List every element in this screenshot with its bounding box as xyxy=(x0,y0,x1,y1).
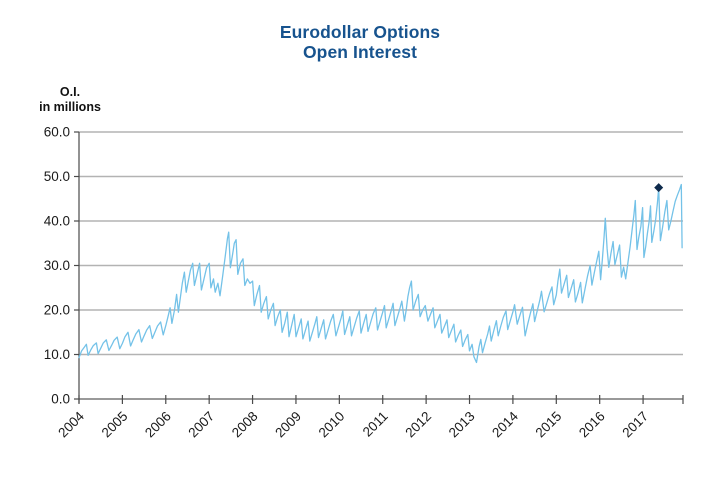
chart-title-line2: Open Interest xyxy=(302,42,418,62)
x-tick-label: 2013 xyxy=(446,409,478,441)
y-axis-unit-line2: in millions xyxy=(39,100,101,114)
x-tick-label: 2006 xyxy=(142,409,174,441)
chart-title-line1: Eurodollar Options xyxy=(279,22,441,42)
chart-title: Eurodollar Options Open Interest xyxy=(0,22,720,62)
x-tick-label: 2008 xyxy=(229,409,261,441)
y-tick-label: 10.0 xyxy=(44,347,70,362)
x-tick-label: 2009 xyxy=(272,409,304,441)
x-tick-label: 2010 xyxy=(316,409,348,441)
x-tick-label: 2007 xyxy=(185,409,217,441)
open-interest-line xyxy=(78,183,683,364)
y-axis-unit-line1: O.I. xyxy=(59,85,81,99)
x-tick-label: 2014 xyxy=(489,408,521,440)
x-tick-label: 2015 xyxy=(533,409,565,441)
y-tick-label: 60.0 xyxy=(44,125,70,140)
x-tick-label: 2012 xyxy=(402,409,434,441)
y-tick-label: 0.0 xyxy=(51,392,70,407)
y-tick-label: 40.0 xyxy=(44,214,70,229)
x-tick-label: 2005 xyxy=(99,409,131,441)
y-tick-label: 20.0 xyxy=(44,303,70,318)
x-tick-label: 2017 xyxy=(619,409,651,441)
y-tick-label: 50.0 xyxy=(44,169,70,184)
latest-value-marker xyxy=(654,183,664,193)
y-tick-label: 30.0 xyxy=(44,258,70,273)
y-axis-unit-label: O.I. in millions xyxy=(20,85,120,115)
x-tick-label: 2004 xyxy=(55,408,87,440)
x-tick-label: 2016 xyxy=(576,409,608,441)
x-tick-label: 2011 xyxy=(360,409,391,440)
